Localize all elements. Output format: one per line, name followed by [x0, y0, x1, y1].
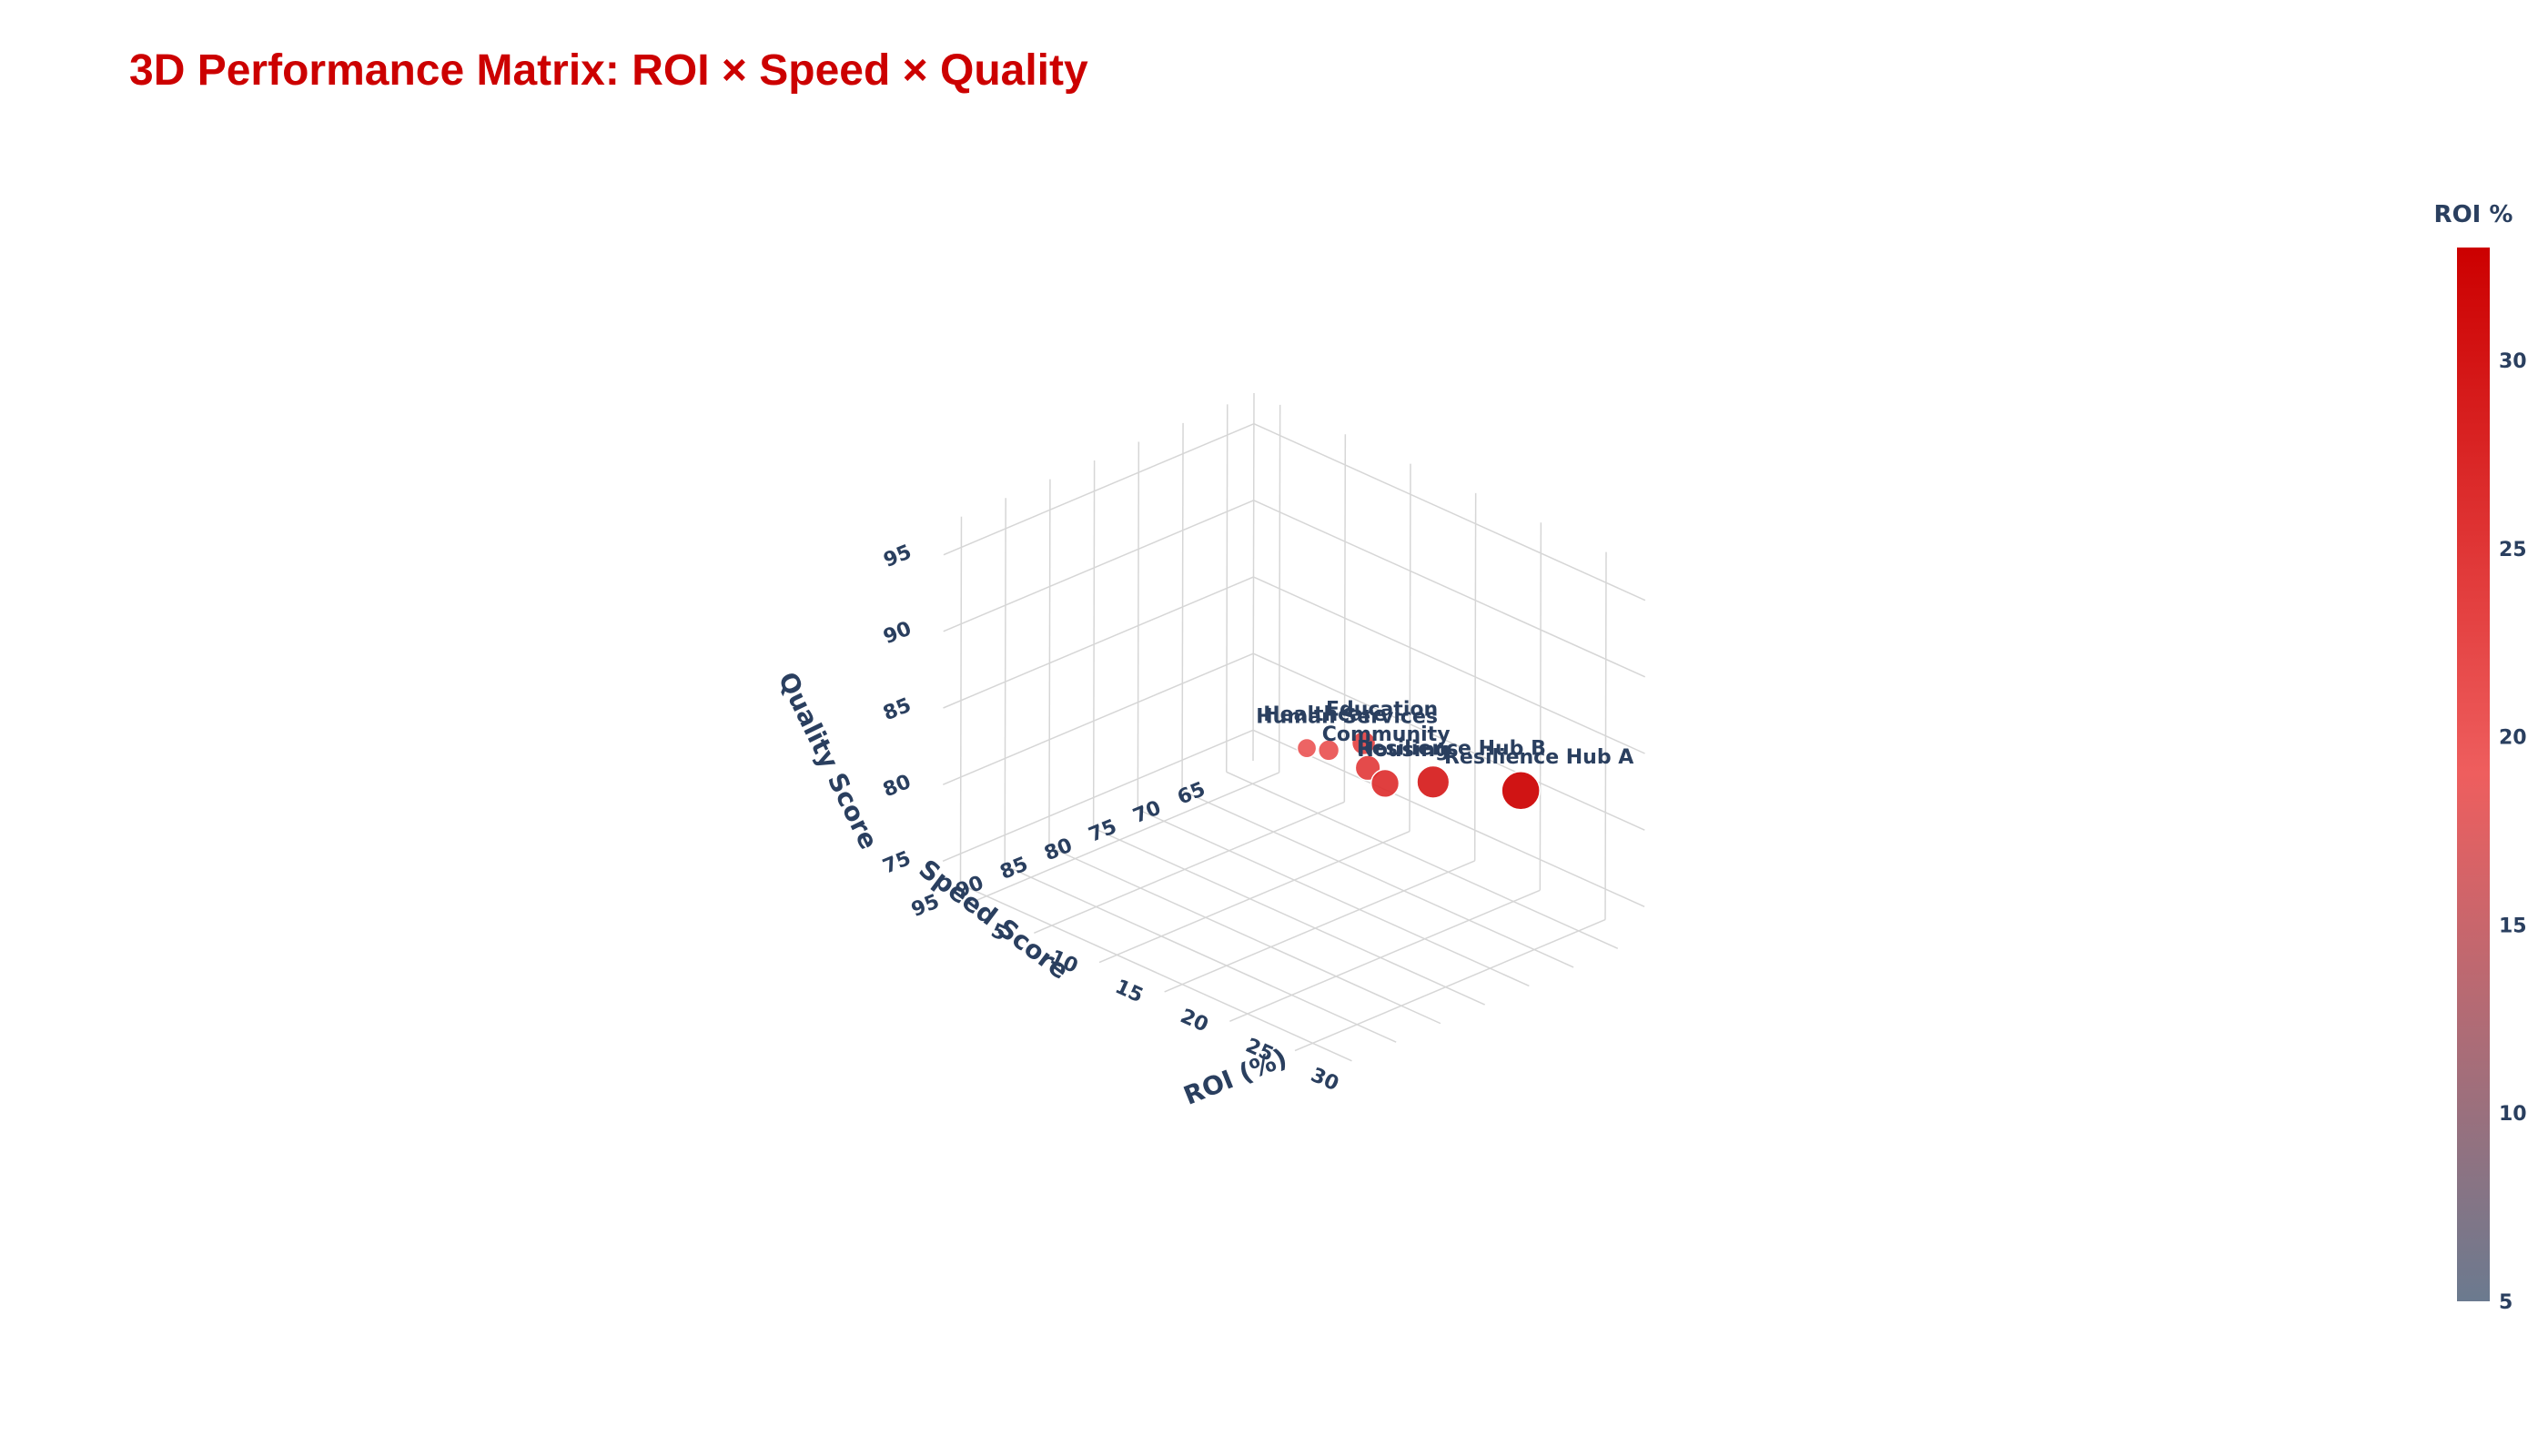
- grid-line-floor-speed: [960, 885, 1351, 1061]
- grid-line-floor-speed: [1138, 809, 1529, 986]
- grid-line-floor-roi: [1034, 802, 1344, 933]
- grid-line-floor-speed: [1049, 847, 1441, 1024]
- colorbar-tick-label: 25: [2499, 539, 2527, 561]
- z-tick-label: 90: [880, 617, 915, 649]
- colorbar-tick-label: 5: [2499, 1291, 2513, 1314]
- colorbar-tick-label: 15: [2499, 915, 2527, 937]
- point-label: Resilience Hub A: [1444, 746, 1633, 769]
- x-tick-label: 30: [1308, 1064, 1342, 1096]
- data-point[interactable]: [1297, 739, 1316, 758]
- x-tick-label: 15: [1112, 976, 1147, 1007]
- grid-line-floor-speed: [1094, 828, 1485, 1005]
- grid-line-floor-roi: [969, 773, 1279, 904]
- colorbar-gradient: [2457, 248, 2490, 1301]
- z-axis-title: Quality Score: [773, 667, 885, 854]
- grid-line-wall-quality: [943, 653, 1253, 784]
- x-axis-title: ROI (%): [1179, 1043, 1291, 1111]
- data-point[interactable]: [1417, 766, 1450, 799]
- y-axis-title: Speed Score: [914, 854, 1075, 986]
- z-tick-label: 80: [880, 771, 915, 803]
- point-label: Education: [1326, 698, 1438, 721]
- colorbar-tick-label: 20: [2499, 727, 2527, 750]
- grid-line-wall-quality: [944, 577, 1254, 708]
- data-point[interactable]: [1502, 772, 1540, 810]
- colorbar-title: ROI %: [2434, 201, 2513, 228]
- grid-edge: [1253, 393, 1254, 761]
- grid-line-wall-quality: [944, 424, 1254, 555]
- z-tick-label: 75: [880, 847, 915, 879]
- grid-line-floor-speed: [1227, 772, 1618, 948]
- grid-line-wall-quality-2: [1254, 500, 1645, 677]
- axis-titles: ROI (%) Speed Score Quality Score: [773, 667, 1291, 1110]
- z-tick-label: 95: [881, 541, 915, 572]
- grid-line-floor-speed: [1182, 791, 1573, 967]
- x-tick-label: 20: [1177, 1005, 1211, 1036]
- colorbar-tick-label: 10: [2499, 1103, 2527, 1126]
- grid-line-wall-quality-2: [1254, 424, 1645, 601]
- grid-line-wall-quality: [944, 500, 1254, 632]
- colorbar: ROI % 5 10 15 20 25 30: [2434, 201, 2527, 1314]
- colorbar-tick-label: 30: [2499, 350, 2527, 373]
- data-point[interactable]: [1371, 770, 1400, 798]
- z-tick-label: 85: [880, 694, 915, 726]
